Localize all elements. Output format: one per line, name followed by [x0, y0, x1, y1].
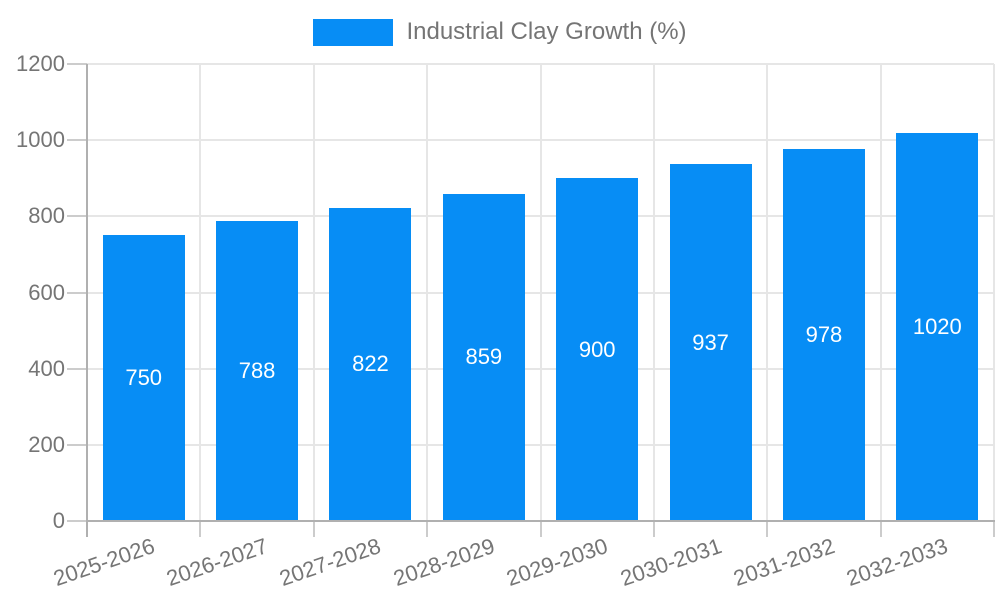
y-axis-label: 0 — [52, 508, 65, 533]
gridline-vertical — [652, 64, 655, 521]
y-axis-tick — [67, 139, 87, 142]
bar[interactable] — [102, 235, 185, 521]
bar-value-label: 750 — [125, 365, 163, 391]
y-axis-label: 400 — [28, 355, 65, 381]
legend-swatch — [313, 18, 394, 46]
gridline-vertical — [879, 64, 882, 521]
x-axis-tick — [199, 521, 202, 537]
y-axis-tick — [67, 291, 87, 294]
plot-area: 750 788 822 859 900 937 978 1020 — [87, 63, 995, 521]
bar-value-label: 822 — [352, 351, 389, 377]
y-axis-tick — [67, 367, 87, 370]
y-axis-line — [86, 64, 88, 537]
x-axis-tick — [879, 521, 882, 537]
y-axis-tick — [67, 443, 87, 446]
y-axis-label: 1200 — [16, 51, 65, 76]
bar[interactable] — [896, 132, 979, 521]
y-axis-tick — [67, 63, 87, 65]
gridline-vertical — [426, 64, 429, 521]
y-axis-tick — [67, 520, 87, 522]
bar[interactable] — [782, 148, 865, 521]
legend-label: Industrial Clay Growth (%) — [406, 18, 687, 45]
y-axis-tick — [67, 215, 87, 218]
bar[interactable] — [216, 220, 299, 521]
x-axis-tick — [993, 521, 995, 537]
bar[interactable] — [442, 193, 525, 521]
x-axis-tick — [652, 521, 655, 537]
bar[interactable] — [329, 207, 412, 521]
bar[interactable] — [556, 178, 639, 521]
bar-value-label: 978 — [805, 321, 843, 347]
y-axis-label: 200 — [28, 431, 65, 457]
gridline-vertical — [312, 64, 315, 521]
x-axis-tick — [539, 521, 542, 537]
bar-value-label: 900 — [578, 336, 616, 362]
x-axis-tick — [426, 521, 429, 537]
x-axis-line — [86, 520, 995, 522]
y-axis-label: 800 — [28, 203, 65, 229]
x-axis-tick — [766, 521, 769, 537]
gridline-vertical — [539, 64, 542, 521]
x-axis-tick — [312, 521, 315, 537]
bar-value-label: 1020 — [912, 313, 962, 339]
y-axis-label: 600 — [28, 279, 65, 305]
bar-value-label: 859 — [465, 344, 503, 370]
bar-value-label: 937 — [692, 329, 729, 355]
y-axis-label: 1000 — [16, 127, 65, 153]
gridline-vertical — [199, 64, 202, 521]
gridline-vertical — [993, 64, 995, 521]
gridline-vertical — [766, 64, 769, 521]
bar[interactable] — [669, 164, 752, 521]
legend: Industrial Clay Growth (%) — [0, 18, 1000, 46]
bar-value-label: 788 — [238, 357, 276, 383]
